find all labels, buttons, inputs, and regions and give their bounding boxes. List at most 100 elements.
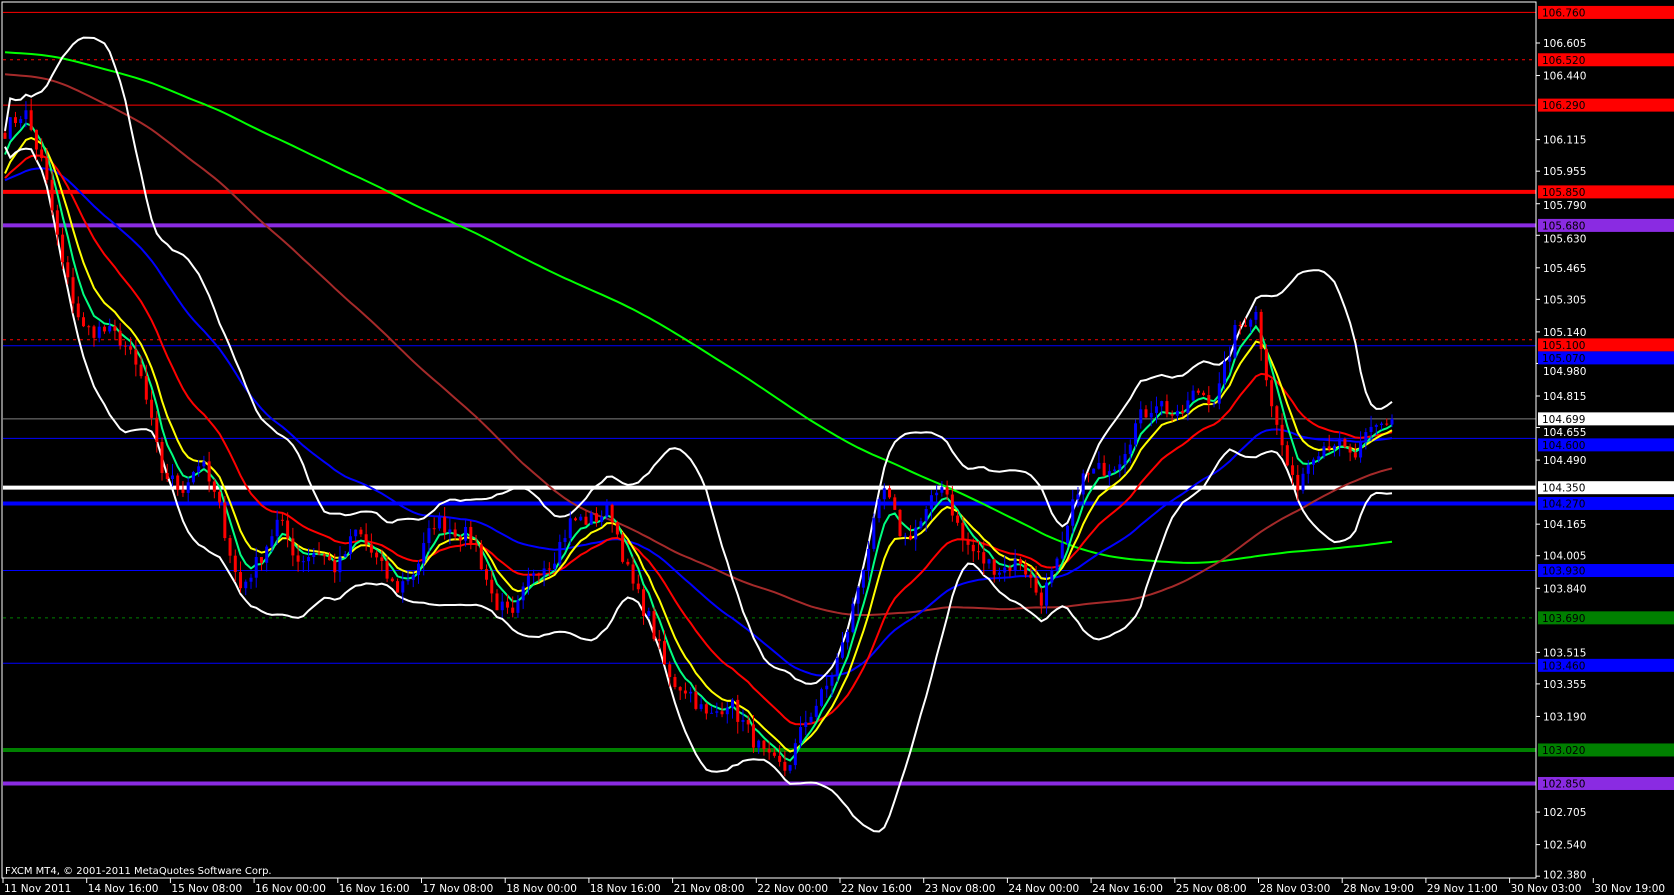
level-tag [1538, 53, 1674, 67]
level-price-tags: 106.760 106.520 106.290 105.850 105.680 105.1… [1538, 5, 1674, 790]
candle-body [689, 691, 693, 694]
candle-body [390, 578, 394, 582]
candle-body [1118, 464, 1122, 470]
price-tick-label: 104.815 [1543, 391, 1586, 403]
candle-body [218, 491, 222, 503]
level-tag [1538, 412, 1674, 426]
indicator-line [4, 73, 1393, 616]
candle-body [291, 538, 295, 556]
time-tick-label: 17 Nov 08:00 [423, 883, 494, 895]
price-axis[interactable]: 106.605 106.440 106.115 105.955 105.790 105.6… [1536, 38, 1586, 882]
candle-body [778, 755, 782, 762]
candle-body [1160, 401, 1164, 407]
indicator-line [4, 167, 1393, 677]
price-tick-label: 106.605 [1543, 38, 1586, 50]
candle-body [458, 536, 462, 541]
candle-body [877, 499, 881, 519]
candle-body [113, 326, 117, 331]
candle-body [239, 572, 243, 589]
candle-body [296, 555, 300, 562]
candle-body [1065, 525, 1069, 544]
candle-body [1154, 406, 1158, 413]
candle-body [1102, 462, 1106, 476]
candle-body [929, 495, 933, 510]
candle-body [966, 540, 970, 545]
candle-body [1353, 452, 1357, 458]
level-tag-label: 106.520 [1542, 55, 1585, 67]
price-tick-label: 105.305 [1543, 294, 1586, 306]
candle-body [437, 516, 441, 529]
candle-body [432, 528, 436, 530]
candle-body [1327, 446, 1331, 450]
candle-body [814, 705, 818, 717]
candle-body [908, 535, 912, 540]
time-tick-label: 21 Nov 08:00 [674, 883, 745, 895]
candle-body [244, 581, 248, 589]
candle-body [537, 573, 541, 576]
level-tag-label: 105.680 [1542, 220, 1585, 232]
price-tick-label: 104.655 [1543, 427, 1586, 439]
candle-body [809, 716, 813, 723]
candle-body [1332, 445, 1336, 450]
indicator-line [4, 154, 1393, 726]
time-tick-label: 15 Nov 08:00 [171, 883, 242, 895]
candle-body [1338, 438, 1342, 446]
candle-body [574, 518, 578, 521]
candle-body [1217, 383, 1221, 404]
candle-body [505, 601, 509, 608]
time-tick-label: 16 Nov 00:00 [255, 883, 326, 895]
candle-body [741, 720, 745, 722]
indicator-lines [4, 36, 1393, 833]
candle-body [1018, 558, 1022, 564]
candle-body [950, 494, 954, 516]
candle-body [380, 557, 384, 561]
level-tag [1538, 5, 1674, 19]
time-tick-label: 16 Nov 16:00 [339, 883, 410, 895]
level-tag [1538, 743, 1674, 757]
candle-body [516, 600, 520, 613]
candle-body [500, 601, 504, 611]
candle-body [1207, 395, 1211, 404]
candle-body [1123, 454, 1127, 465]
candle-body [1317, 456, 1321, 460]
time-tick-label: 29 Nov 11:00 [1427, 883, 1498, 895]
candle-body [197, 466, 201, 472]
candle-body [1191, 390, 1195, 401]
candle-body [636, 583, 640, 590]
candle-body [453, 529, 457, 537]
level-tag-label: 104.270 [1542, 498, 1585, 510]
candle-body [1238, 325, 1242, 327]
candle-body [673, 677, 677, 688]
candle-body [249, 577, 253, 582]
price-tick-label: 104.005 [1543, 551, 1586, 563]
candle-body [903, 535, 907, 537]
time-axis[interactable]: 11 Nov 2011 14 Nov 16:00 15 Nov 08:00 16 No… [2, 878, 1674, 895]
candle-body [971, 544, 975, 552]
indicator-line [4, 51, 1393, 564]
candle-body [280, 519, 284, 521]
level-tag-label: 105.100 [1542, 340, 1585, 352]
candle-body [479, 544, 483, 570]
candle-body [427, 528, 431, 544]
candle-body [307, 557, 311, 562]
candle-body [961, 522, 965, 541]
candle-body [1311, 459, 1315, 465]
candle-body [898, 509, 902, 537]
candle-body [259, 556, 263, 563]
candle-body [579, 516, 583, 521]
price-tick-label: 106.440 [1543, 71, 1586, 83]
candle-body [1212, 403, 1216, 405]
candle-body [1223, 361, 1227, 384]
candle-body [893, 497, 897, 510]
candle-body [443, 516, 447, 533]
candle-body [1359, 442, 1363, 458]
candle-body [102, 326, 106, 332]
level-tag-label: 106.290 [1542, 100, 1585, 112]
candle-body [144, 376, 148, 400]
candle-body [275, 519, 279, 537]
candle-body [1285, 445, 1289, 466]
candle-body [1107, 471, 1111, 476]
time-tick-label: 11 Nov 2011 [4, 883, 71, 895]
candle-body [1134, 423, 1138, 445]
